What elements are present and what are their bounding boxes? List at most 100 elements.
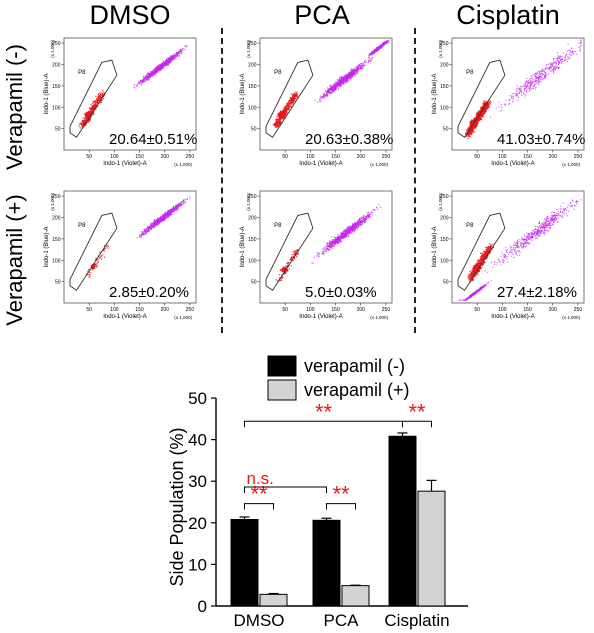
x-tick-label: 200 [549,307,558,313]
y-tick-label: 200 [440,63,449,69]
x-tick-label: 200 [161,154,170,160]
y-tick-label: 100 [248,258,257,264]
flow-panel-dmso-verapamil-minus: P8 50 100 150 200 250 50 100 150 200 250 Indo-1 (Vi… [44,37,197,167]
y-axis-scale-note: (x 1,000) [438,193,443,211]
row-label-verapamil-minus: Verapamil (-) [2,44,27,170]
x-axis-scale-note: (x 1,000) [562,315,580,320]
x-axis-label: Indo-1 (Violet)-A [491,161,535,167]
x-tick-label: 150 [135,154,144,160]
side-population-percent: 5.0±0.03% [305,284,377,301]
y-tick-label: 150 [52,237,61,243]
row-label-verapamil-plus: Verapamil (+) [2,194,27,326]
x-category-label: DMSO [234,611,285,630]
y-tick-label: 100 [52,258,61,264]
flow-panel-pca-verapamil-plus: P8 50 100 150 200 250 50 100 150 200 250 Indo-1 (Vi… [240,190,393,320]
legend-label: verapamil (-) [304,356,405,376]
gate-label: P8 [274,70,282,76]
significance-bracket: n.s. [244,469,327,494]
x-tick-label: 150 [331,307,340,313]
x-tick-label: 250 [186,154,195,160]
x-tick-label: 150 [135,307,144,313]
y-axis-scale-note: (x 1,000) [246,40,251,58]
significance-bracket: ** [244,482,274,510]
side-population-dots [467,243,495,283]
y-tick-label: 100 [440,105,449,111]
y-tick-label: 150 [248,237,257,243]
x-tick-label: 100 [110,154,119,160]
x-axis-label: Indo-1 (Violet)-A [103,314,147,320]
y-axis-label: Indo-1 (Blue)-A [432,227,438,268]
legend-swatch [267,355,297,377]
y-tick-label: 250 [248,194,257,200]
gate-label: P8 [466,70,474,76]
side-population-percent: 41.03±0.74% [497,131,585,148]
x-tick-label: 200 [549,154,558,160]
y-tick-label: 50 [443,127,449,133]
gate-p8-outline [457,59,506,138]
x-tick-label: 150 [523,154,532,160]
gate-p8-outline [69,212,118,291]
legend-swatch [267,379,297,401]
flow-panel-dmso-verapamil-plus: P8 50 100 150 200 250 50 100 150 200 250 Indo-1 (Vi… [44,190,197,320]
column-title-pca: PCA [294,0,350,30]
y-tick-label: 250 [440,194,449,200]
y-tick-label: 250 [52,41,61,47]
x-tick-label: 250 [574,307,583,313]
gate-label: P8 [466,223,474,229]
y-axis-label: Indo-1 (Blue)-A [432,74,438,115]
flow-panel-cisplatin-verapamil-plus: P8 50 100 150 200 250 50 100 150 200 250 Indo-1 (Vi… [432,190,585,320]
bar [312,519,341,607]
y-tick-label: 100 [248,105,257,111]
y-tick-label: 100 [52,105,61,111]
y-axis-label: Indo-1 (Blue)-A [240,227,246,268]
x-axis-label: Indo-1 (Violet)-A [299,161,343,167]
column-title-cisplatin: Cisplatin [456,0,560,30]
main-population-dots [311,204,382,264]
y-axis-scale-note: (x 1,000) [246,193,251,211]
x-tick-label: 50 [282,154,288,160]
y-axis-label: Indo-1 (Blue)-A [240,74,246,115]
significance-label: ** [315,399,333,424]
main-population-dots [136,195,191,239]
x-axis-label: Indo-1 (Violet)-A [491,314,535,320]
x-axis-label: Indo-1 (Violet)-A [103,161,147,167]
y-axis-scale-note: (x 1,000) [50,193,55,211]
x-axis-scale-note: (x 1,000) [174,162,192,167]
y-tick-label: 200 [248,216,257,222]
x-tick-label: 150 [331,154,340,160]
y-tick-label: 50 [251,280,257,286]
flow-panel-pca-verapamil-minus: P8 50 100 150 200 250 50 100 150 200 250 Indo-1 (Vi… [240,37,393,167]
column-title-dmso: DMSO [89,0,171,30]
gate-p8-outline [265,59,314,138]
y-tick-label: 150 [52,84,61,90]
x-tick-label: 100 [498,154,507,160]
y-tick-label: 150 [440,84,449,90]
y-axis-scale-note: (x 1,000) [438,40,443,58]
x-tick-label: 250 [382,307,391,313]
x-tick-label: 200 [357,307,366,313]
y-tick-label: 250 [440,41,449,47]
side-population-percent: 2.85±0.20% [109,284,189,301]
bar [341,585,370,607]
significance-bracket: ** [244,399,403,428]
y-axis-label: Indo-1 (Blue)-A [44,74,50,115]
x-tick-label: 50 [282,307,288,313]
x-category-label: PCA [324,611,360,630]
y-axis-scale-note: (x 1,000) [50,40,55,58]
x-tick-label: 100 [306,154,315,160]
column-divider-left [221,28,223,333]
x-tick-label: 250 [186,307,195,313]
significance-label: ** [250,482,268,507]
significance-bracket: ** [326,482,356,510]
significance-label: n.s. [247,469,274,488]
x-axis-label: Indo-1 (Violet)-A [299,314,343,320]
column-divider-right [414,28,416,333]
side-population-dots [272,91,299,129]
x-tick-label: 250 [574,154,583,160]
y-tick-label: 40 [188,431,207,450]
x-axis-scale-note: (x 1,000) [370,162,388,167]
x-tick-label: 50 [474,307,480,313]
y-tick-label: 50 [251,127,257,133]
y-tick-label: 150 [440,237,449,243]
x-category-label: Cisplatin [384,611,449,630]
